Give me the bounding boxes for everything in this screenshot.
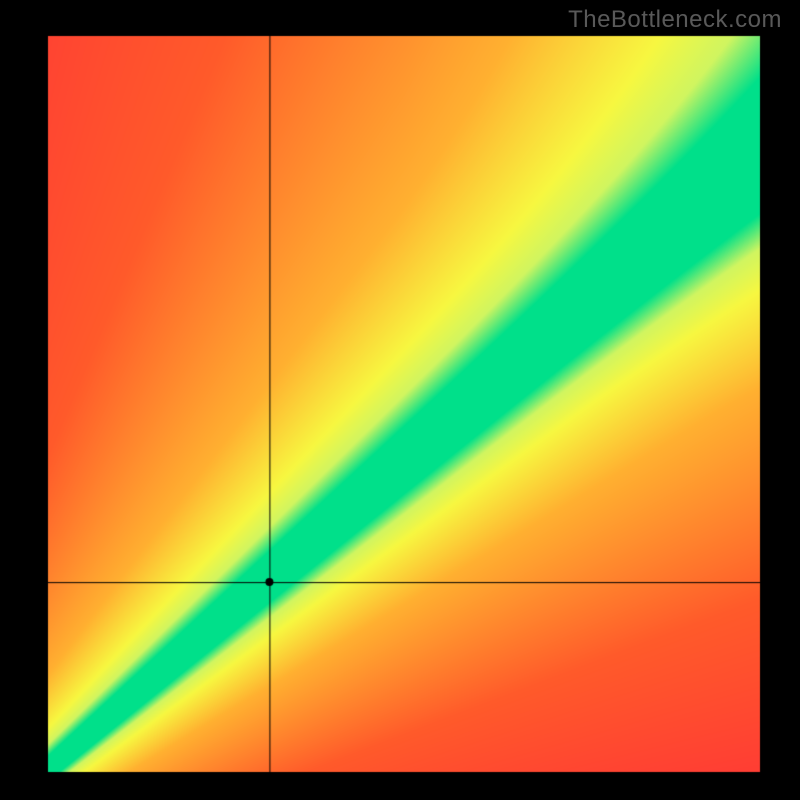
heatmap-canvas — [0, 0, 800, 800]
watermark-text: TheBottleneck.com — [568, 6, 782, 34]
bottleneck-heatmap — [0, 0, 800, 800]
